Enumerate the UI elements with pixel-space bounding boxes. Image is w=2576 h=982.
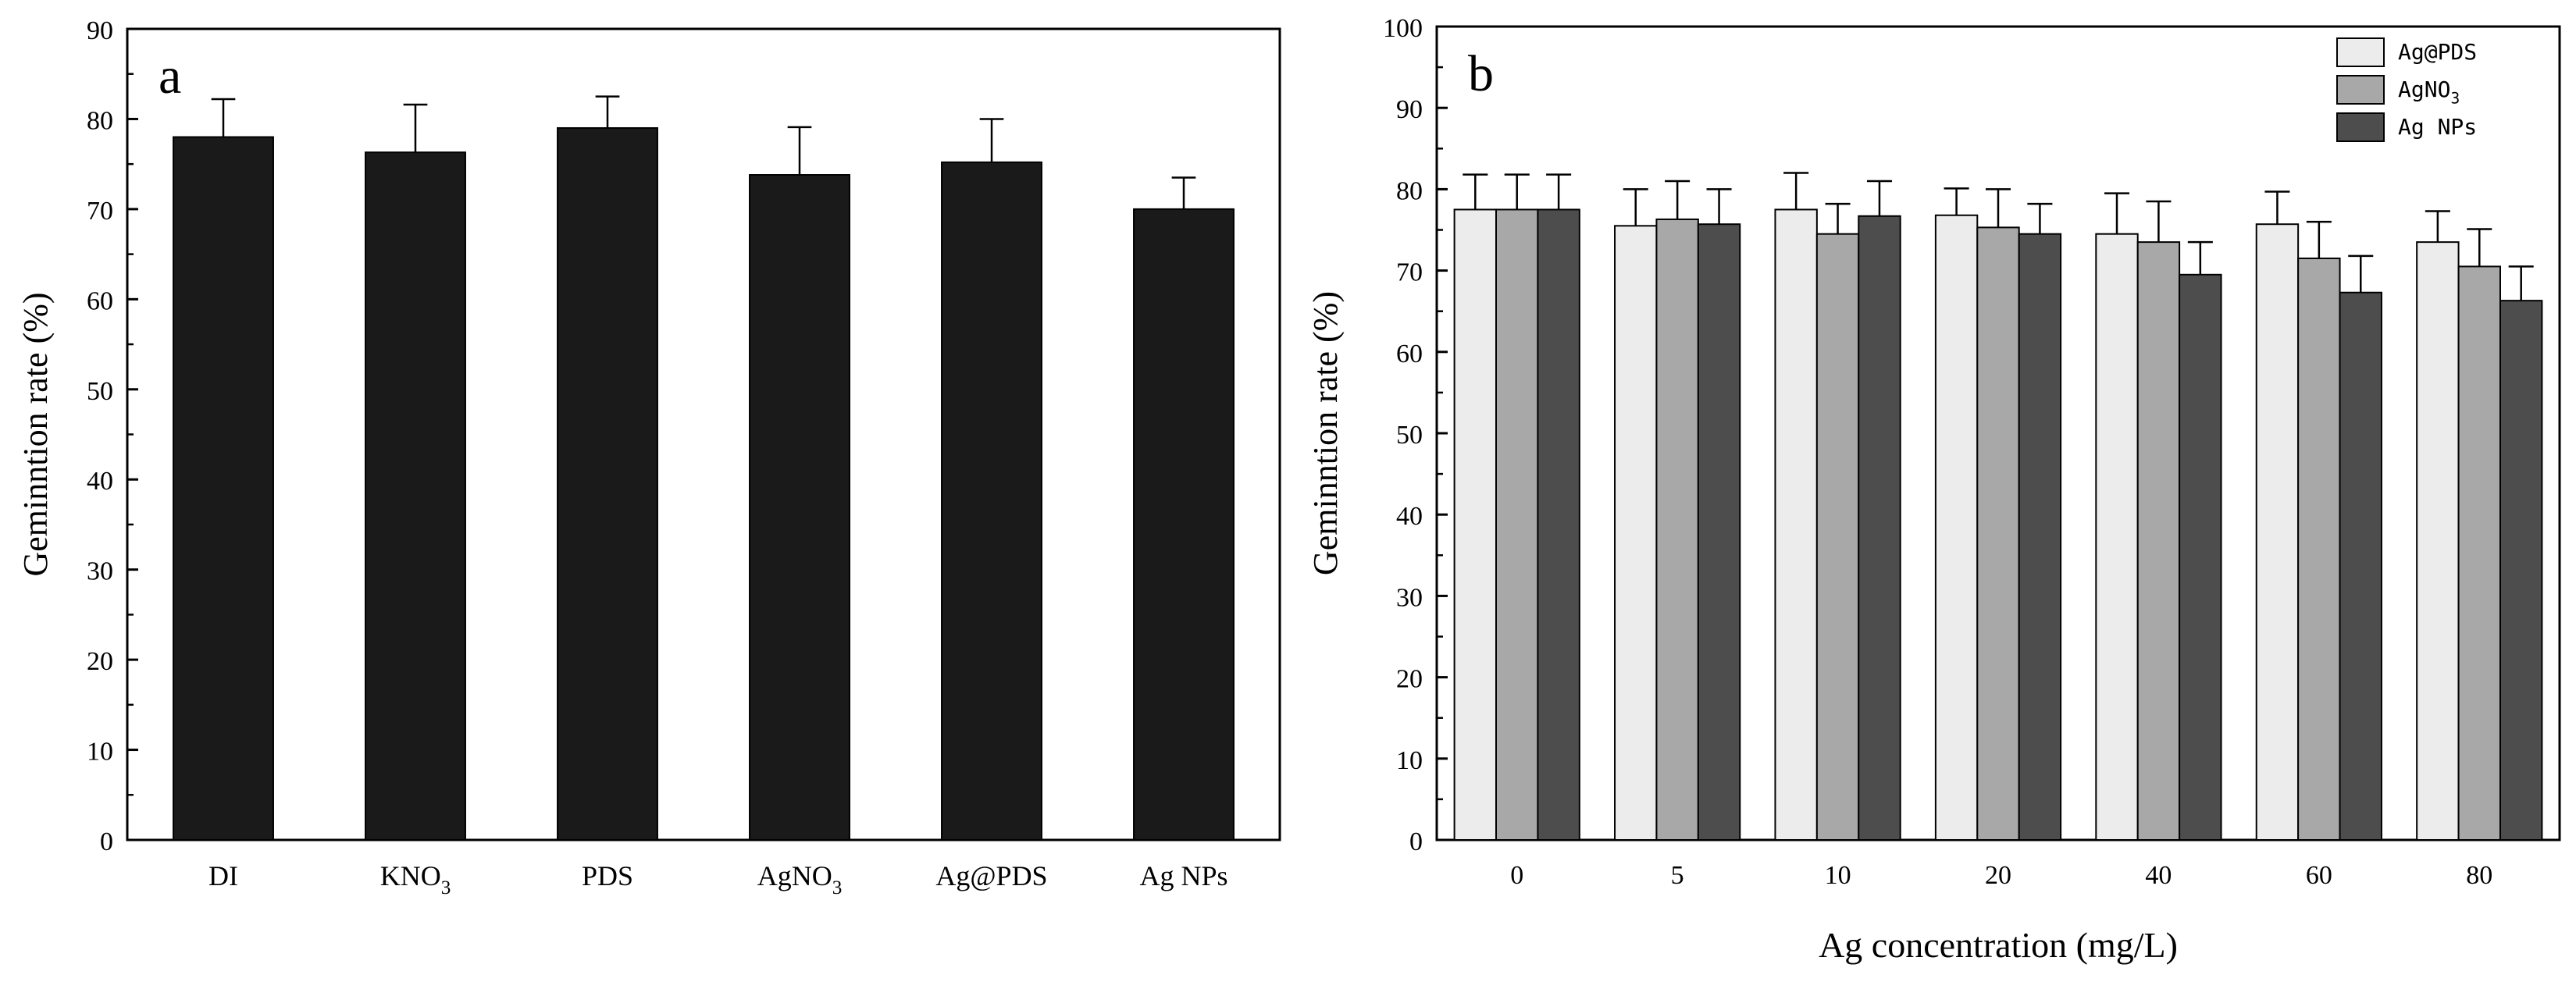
panel-b-bar-ag-nps-5 — [1697, 223, 1741, 841]
panel-a-x-tick-label: Ag NPs — [1139, 860, 1227, 891]
panel-a-plot-frame — [126, 27, 1281, 841]
panel-b-legend-label: AgNO3 — [2398, 76, 2460, 107]
panel-a-x-tick-label: PDS — [582, 860, 633, 891]
panel-a-bar-kno3 — [365, 151, 466, 841]
panel-a-y-tick-label: 80 — [87, 106, 113, 135]
panel-a-y-tick-label: 40 — [87, 467, 113, 496]
panel-b-y-tick-label: 100 — [1383, 14, 1423, 43]
panel-b-x-tick-label: 60 — [2306, 861, 2332, 890]
panel-b-legend-label: Ag NPs — [2398, 114, 2477, 140]
panel-b-bar-ag-pds-5 — [1614, 225, 1658, 841]
panel-b-legend-swatch — [2336, 112, 2385, 142]
panel-b-bar-ag-pds-20 — [1934, 214, 1979, 841]
panel-a-y-tick-label: 60 — [87, 286, 113, 315]
panel-b-x-tick-label: 40 — [2145, 861, 2172, 890]
panel-b-x-axis-label: Ag concentration (mg/L) — [1819, 925, 2178, 965]
panel-b-bar-ag-pds-0 — [1453, 208, 1498, 841]
panel-b-letter: b — [1468, 45, 1494, 102]
panel-b-bar-ag-nps-0 — [1537, 208, 1580, 841]
panel-a-x-tick-label: Ag@PDS — [935, 860, 1047, 891]
panel-b-y-tick-label: 90 — [1396, 95, 1423, 124]
panel-b-bar-ag-pds-80 — [2416, 241, 2460, 841]
panel-a-x-tick-label: DI — [208, 860, 238, 891]
panel-b-y-tick-label: 40 — [1396, 502, 1423, 531]
panel-b-y-tick-label: 80 — [1396, 176, 1423, 205]
panel-a-bar-agno3 — [749, 174, 850, 841]
panel-a-letter: a — [159, 48, 181, 105]
panel-b-y-tick-label: 70 — [1396, 258, 1423, 287]
panel-b-bar-agno-60 — [2297, 257, 2341, 841]
panel-a-bar-ag-pds — [941, 161, 1042, 841]
panel-b-bar-ag-nps-40 — [2179, 273, 2222, 841]
panel-a-y-tick-label: 50 — [87, 377, 113, 406]
panel-b-bar-agno-80 — [2457, 265, 2501, 841]
panel-b-x-tick-label: 10 — [1825, 861, 1851, 890]
panel-b-bar-agno-10 — [1815, 233, 1860, 841]
panel-b-bar-ag-pds-40 — [2095, 233, 2139, 841]
panel-a-y-tick-label: 30 — [87, 557, 113, 586]
panel-b-legend-label: Ag@PDS — [2398, 39, 2477, 65]
panel-b-legend-swatch — [2336, 75, 2385, 105]
panel-a-y-tick-label: 0 — [100, 827, 113, 856]
panel-b-x-tick-label: 20 — [1985, 861, 2011, 890]
panel-a-x-tick-label: KNO3 — [380, 860, 451, 898]
panel-b-bar-ag-nps-80 — [2499, 300, 2543, 841]
panel-a-bar-di — [173, 136, 274, 841]
panel-b-y-tick-label: 50 — [1396, 421, 1423, 450]
panel-b-bar-ag-pds-10 — [1774, 208, 1818, 841]
panel-b-x-tick-label: 80 — [2466, 861, 2492, 890]
panel-b-bar-ag-nps-20 — [2018, 233, 2062, 841]
panel-b-y-tick-label: 10 — [1396, 746, 1423, 775]
panel-b-bar-ag-nps-60 — [2339, 291, 2382, 841]
panel-b-bar-ag-pds-60 — [2255, 223, 2300, 841]
panel-a-y-tick-label: 20 — [87, 647, 113, 676]
panel-a-bar-ag-nps — [1133, 208, 1235, 841]
panel-b-bar-agno-5 — [1655, 218, 1699, 841]
panel-a-y-tick-label: 90 — [87, 16, 113, 45]
panel-a-y-tick-label: 70 — [87, 197, 113, 226]
panel-b-y-tick-label: 30 — [1396, 583, 1423, 612]
panel-b-y-tick-label: 20 — [1396, 665, 1423, 694]
panel-a-y-tick-label: 10 — [87, 738, 113, 767]
panel-b-x-tick-label: 0 — [1510, 861, 1523, 890]
panel-a-bar-pds — [557, 126, 658, 841]
panel-b-legend-swatch — [2336, 37, 2385, 67]
panel-b-bar-agno-40 — [2136, 241, 2181, 841]
panel-b-y-tick-label: 60 — [1396, 340, 1423, 368]
panel-b-bar-ag-nps-10 — [1858, 215, 1901, 841]
panel-b-x-tick-label: 5 — [1671, 861, 1684, 890]
panel-b-y-axis-label: Geminntion rate (%) — [1306, 291, 1345, 575]
panel-b-y-tick-label: 0 — [1409, 827, 1423, 856]
panel-a-y-axis-label: Geminntion rate (%) — [16, 292, 55, 576]
panel-a-x-tick-label: AgNO3 — [757, 860, 843, 898]
panel-b-bar-agno-0 — [1495, 208, 1539, 841]
panel-b-bar-agno-20 — [1976, 226, 2020, 841]
